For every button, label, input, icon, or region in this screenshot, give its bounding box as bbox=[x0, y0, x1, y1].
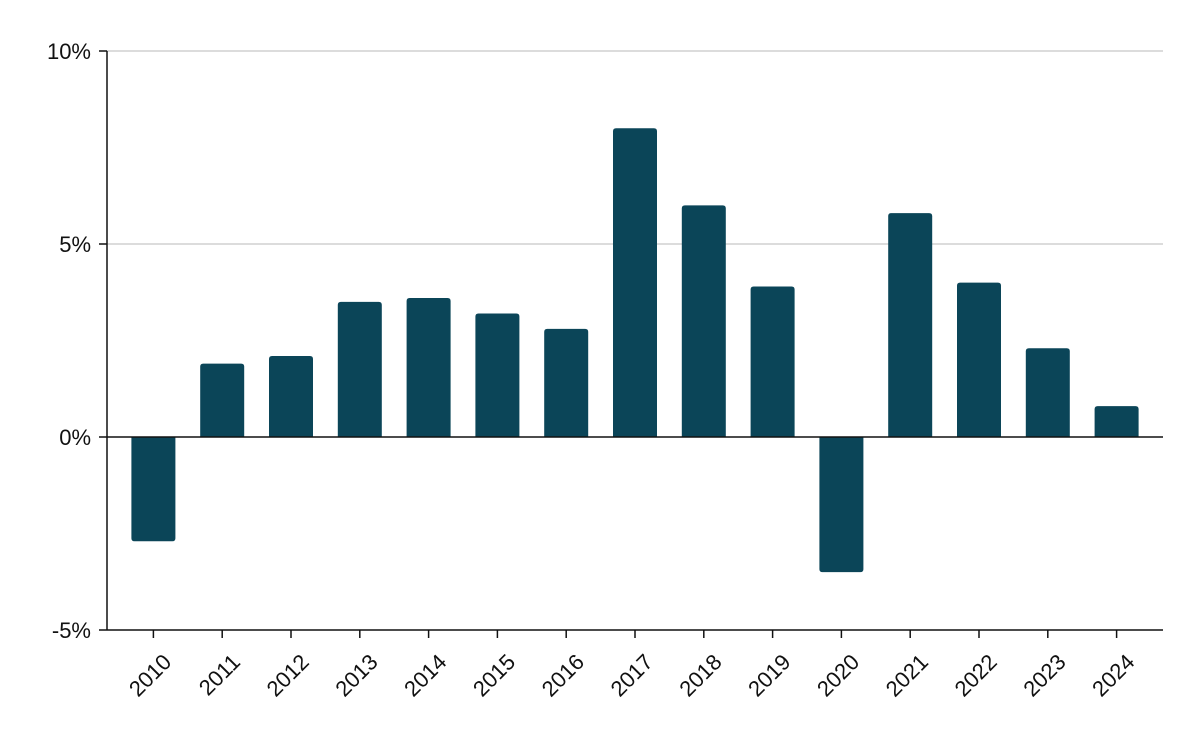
y-tick-label: 0% bbox=[59, 425, 91, 450]
bar-2013 bbox=[337, 301, 382, 437]
x-tick-label: 2012 bbox=[262, 649, 314, 701]
x-tick-label: 2010 bbox=[124, 649, 176, 701]
x-tick-label: 2021 bbox=[881, 649, 933, 701]
bar-2022 bbox=[957, 282, 1001, 437]
bar-2019 bbox=[750, 286, 795, 437]
x-tick-label: 2019 bbox=[743, 649, 795, 701]
bar-2024 bbox=[1094, 406, 1139, 437]
x-tick-label: 2023 bbox=[1018, 649, 1070, 701]
x-tick-label: 2011 bbox=[194, 649, 245, 700]
bar-2015 bbox=[475, 313, 520, 437]
x-tick-label: 2014 bbox=[399, 649, 451, 701]
x-tick-label: 2024 bbox=[1087, 649, 1139, 701]
x-tick-label: 2015 bbox=[468, 649, 520, 701]
bar-2010 bbox=[131, 437, 176, 542]
y-tick-labels: -5% 0% 5% 10% bbox=[47, 39, 91, 643]
bar-2018 bbox=[681, 205, 726, 437]
x-tick-labels: 2010 2011 2012 2013 2014 2015 2016 2017 2018 2019… bbox=[124, 649, 1139, 701]
bar-2012 bbox=[269, 355, 313, 437]
x-tick-label: 2013 bbox=[330, 649, 382, 701]
bar-2016 bbox=[544, 328, 589, 437]
x-tick-label: 2016 bbox=[537, 649, 589, 701]
bar-2014 bbox=[406, 298, 451, 437]
y-tick-label: 10% bbox=[47, 39, 91, 64]
axes bbox=[99, 50, 1163, 638]
bar-2020 bbox=[819, 437, 864, 573]
bar-2017 bbox=[613, 128, 657, 437]
bars bbox=[131, 128, 1139, 573]
x-tick-label: 2017 bbox=[606, 649, 658, 701]
bar-2011 bbox=[200, 363, 245, 437]
bar-2021 bbox=[888, 213, 933, 437]
y-tick-label: 5% bbox=[59, 232, 91, 257]
x-tick-label: 2022 bbox=[950, 649, 1002, 701]
x-tick-label: 2020 bbox=[812, 649, 864, 701]
bar-2023 bbox=[1025, 348, 1070, 437]
y-tick-label: -5% bbox=[52, 618, 91, 643]
x-tick-label: 2018 bbox=[674, 649, 726, 701]
